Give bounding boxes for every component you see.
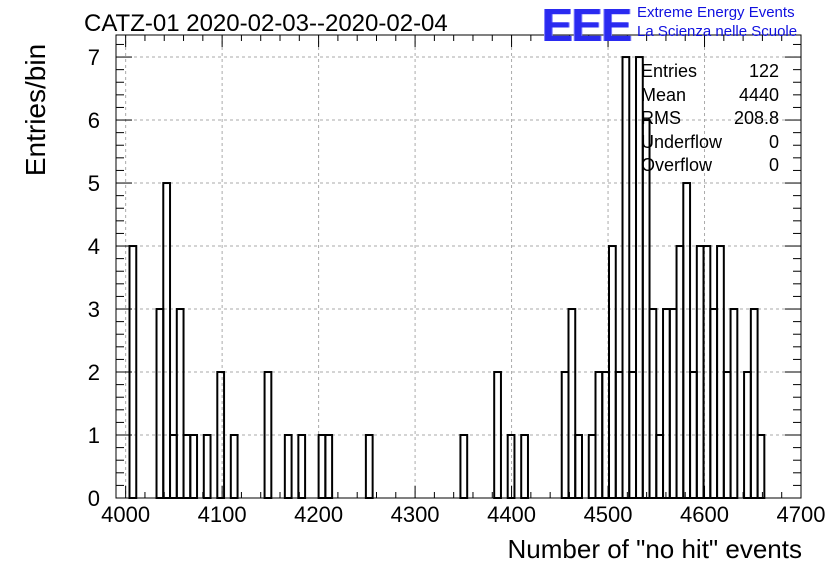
stats-value: 208.8 <box>733 108 779 128</box>
plot-frame <box>115 34 802 499</box>
y-tick-label: 6 <box>88 108 100 133</box>
histogram-bin <box>729 308 739 500</box>
y-axis-label: Entries/bin <box>20 43 51 177</box>
y-tick-label: 1 <box>88 423 100 448</box>
x-tick-label: 4400 <box>487 502 536 527</box>
stats-value: 122 <box>748 61 779 81</box>
y-tick-label: 4 <box>88 234 100 259</box>
histogram-bin <box>202 434 212 500</box>
stats-box: Entries 122 Mean 4440 RMS 208.8 Underflow 0 … <box>641 60 779 178</box>
histogram-bin <box>459 434 469 500</box>
logo-caption: Extreme Energy Events La Scienza nelle S… <box>637 3 797 41</box>
chart-title: CATZ-01 2020-02-03--2020-02-04 <box>84 10 448 37</box>
histogram-bin <box>709 308 719 500</box>
histogram-bin <box>169 434 178 500</box>
stats-value: 0 <box>768 131 779 152</box>
histogram-bin <box>655 434 665 500</box>
x-tick-label: 4200 <box>294 502 343 527</box>
stats-row-rms: RMS 208.8 <box>641 107 779 131</box>
eee-logo: EEE <box>542 0 632 51</box>
stats-label: Underflow <box>641 131 723 152</box>
x-tick-label: 4600 <box>680 502 729 527</box>
histogram-bin <box>756 434 766 500</box>
histogram-bin <box>297 434 307 500</box>
y-tick-label: 5 <box>88 171 100 196</box>
histogram-bin <box>520 434 529 500</box>
histogram-bin <box>587 434 597 500</box>
histogram-bin <box>155 308 165 500</box>
histogram-bin <box>668 308 678 500</box>
stats-label: RMS <box>641 108 681 128</box>
histogram-bin <box>574 434 583 500</box>
histogram-bin <box>662 308 671 500</box>
x-tick-label: 4100 <box>198 502 247 527</box>
y-tick-label: 3 <box>88 297 100 322</box>
stats-label: Mean <box>641 84 687 105</box>
x-tick-label: 4300 <box>391 502 440 527</box>
histogram-bin <box>749 308 759 500</box>
logo-caption-line1: Extreme Energy Events <box>637 4 795 21</box>
stats-value: 4440 <box>738 84 779 105</box>
histogram-bin <box>682 182 692 499</box>
stats-row-underflow: Underflow 0 <box>641 131 779 155</box>
y-tick-label: 7 <box>88 45 100 70</box>
histogram-bin <box>189 434 199 500</box>
histogram-bin <box>283 434 293 500</box>
stats-label: Entries <box>641 61 698 81</box>
histogram-bin <box>648 308 658 500</box>
stats-label: Overflow <box>641 155 713 175</box>
logo-caption-line2: La Scienza nelle Scuole <box>637 23 798 40</box>
y-tick-label: 0 <box>88 486 100 511</box>
histogram-bin <box>162 182 172 499</box>
histogram-bin <box>229 434 239 500</box>
y-tick-label: 2 <box>88 360 100 385</box>
histogram-bin <box>317 434 327 500</box>
stats-row-entries: Entries 122 <box>641 60 779 84</box>
histogram-bin <box>182 434 192 500</box>
stats-row-overflow: Overflow 0 <box>641 154 779 178</box>
x-axis-label: Number of "no hit" events <box>507 534 803 564</box>
histogram-bin <box>324 434 334 500</box>
x-tick-label: 4000 <box>101 502 150 527</box>
histogram-bin <box>621 56 631 500</box>
stats-row-mean: Mean 4440 <box>641 84 779 108</box>
histogram-bin <box>567 308 577 500</box>
x-tick-label: 4700 <box>777 502 826 527</box>
histogram-bin <box>364 434 374 500</box>
x-tick-label: 4500 <box>584 502 633 527</box>
histogram-bin <box>175 308 185 500</box>
stats-value: 0 <box>768 155 779 175</box>
